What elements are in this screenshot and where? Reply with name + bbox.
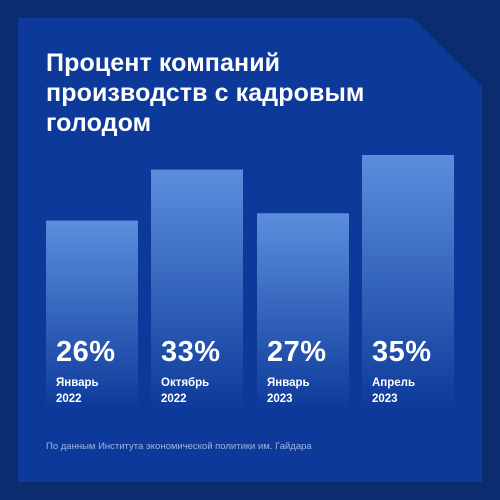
bar-1	[46, 220, 138, 410]
category-month: Январь	[56, 377, 99, 389]
bar-category-label: Январь 2023	[267, 375, 347, 407]
category-month: Январь	[267, 377, 310, 389]
bar-4	[362, 155, 454, 410]
bar-category-label: Январь 2022	[56, 375, 136, 407]
category-month: Апрель	[372, 377, 416, 389]
bar-3	[257, 213, 349, 410]
bar-value-label: 35%	[372, 336, 432, 368]
category-year: 2022	[161, 393, 187, 405]
category-year: 2023	[267, 393, 293, 405]
bar-value-label: 33%	[161, 336, 221, 368]
chart-title: Процент компаний производств с кадровым …	[46, 49, 365, 137]
category-year: 2022	[56, 393, 82, 405]
category-year: 2023	[372, 393, 398, 405]
bar-category-label: Апрель 2023	[372, 375, 452, 407]
bar-value-label: 27%	[267, 336, 327, 368]
bar-2	[151, 169, 243, 410]
category-month: Октябрь	[161, 377, 210, 389]
source-note: По данным Института экономической полити…	[46, 441, 312, 452]
bar-value-label: 26%	[56, 336, 116, 368]
bar-category-label: Октябрь 2022	[161, 375, 241, 407]
